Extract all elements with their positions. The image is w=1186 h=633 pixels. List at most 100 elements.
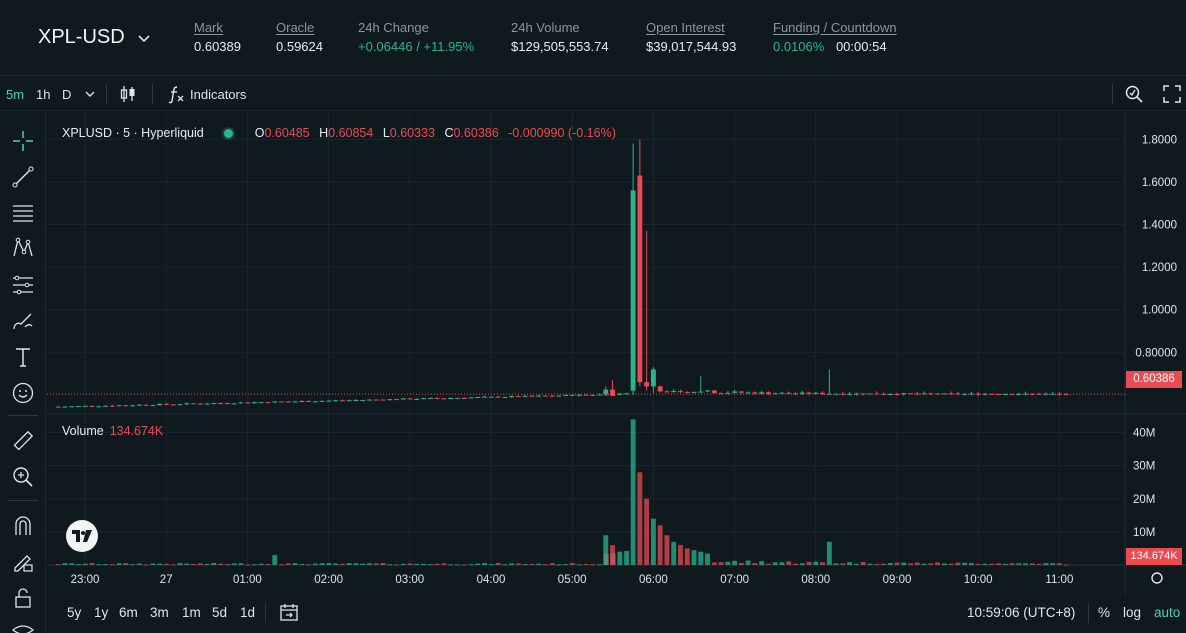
volume-bar — [69, 563, 75, 565]
indicators-button[interactable]: Indicators — [190, 87, 247, 102]
price-chart[interactable]: 23:00 27 01:00 02:00 03:00 04:00 05:00 06:00 07:… — [47, 112, 1186, 595]
time-tick-label: 01:00 — [233, 574, 262, 586]
candle-body — [853, 393, 859, 395]
candle-body — [238, 402, 244, 404]
eye-icon[interactable] — [11, 618, 35, 633]
time-tick-label: 09:00 — [883, 574, 912, 586]
time-tick-label: 11:00 — [1045, 574, 1073, 586]
auto-scale-button[interactable]: auto — [1154, 605, 1181, 620]
stat-value: 0.0106% 00:00:54 — [773, 39, 897, 54]
volume-bar — [252, 564, 257, 566]
tools-divider — [8, 415, 38, 416]
quick-search-icon[interactable] — [1124, 84, 1144, 104]
stat-label[interactable]: Oracle — [276, 20, 315, 35]
fib-retracement-icon[interactable] — [11, 273, 35, 297]
ruler-icon[interactable] — [11, 429, 35, 453]
volume-bar — [725, 561, 731, 565]
settings-icon[interactable] — [1151, 572, 1163, 584]
candle-body — [813, 392, 819, 394]
volume-bar — [218, 563, 224, 565]
volume-bar — [468, 564, 474, 566]
stat-label[interactable]: Funding / Countdown — [773, 20, 897, 35]
horizontal-lines-icon[interactable] — [11, 201, 35, 225]
volume-bar — [1043, 563, 1049, 565]
range-1d[interactable]: 1d — [240, 605, 256, 620]
market-selector[interactable]: XPL-USD — [38, 26, 151, 49]
range-5y[interactable]: 5y — [67, 605, 82, 620]
candle-body — [982, 393, 988, 395]
chevron-down-icon[interactable] — [84, 84, 96, 104]
candle-body — [488, 396, 494, 398]
volume-bar — [475, 563, 481, 565]
candle-body — [684, 391, 690, 393]
volume-bar — [630, 419, 636, 565]
candle-body — [1036, 393, 1042, 395]
trend-line-icon[interactable] — [11, 165, 35, 189]
range-3m[interactable]: 3m — [150, 605, 169, 620]
crosshair-icon[interactable] — [11, 129, 35, 153]
fullscreen-icon[interactable] — [1162, 84, 1182, 104]
candle-body — [536, 395, 542, 397]
candle-body — [136, 404, 142, 406]
candle-body — [996, 393, 1001, 395]
time-tick-label: 10:00 — [964, 574, 993, 586]
stat-label: 24h Volume — [511, 20, 580, 35]
chevron-down-icon — [138, 34, 150, 42]
candle-body — [786, 392, 792, 394]
log-scale-button[interactable]: log — [1123, 605, 1142, 620]
function-icon[interactable] — [166, 84, 186, 104]
stat-label[interactable]: Open Interest — [646, 20, 725, 35]
volume-bar — [333, 563, 339, 565]
pattern-icon[interactable] — [11, 236, 35, 260]
symbol-label[interactable]: XPLUSD · 5 · Hyperliquid — [62, 126, 204, 140]
calendar-goto-icon[interactable] — [279, 602, 299, 622]
range-6m[interactable]: 6m — [119, 605, 138, 620]
text-icon[interactable] — [11, 345, 35, 369]
bottom-toolbar: 5y 1y 6m 3m 1m 5d 1d 10:59:06 (UTC+8) % … — [47, 595, 1186, 633]
brush-icon[interactable] — [11, 309, 35, 333]
volume-legend: Volume 134.674K — [62, 424, 163, 438]
volume-bar — [529, 563, 535, 565]
time-tick-label: 03:00 — [395, 574, 424, 586]
toolbar-divider — [265, 603, 266, 623]
volume-bar — [380, 563, 386, 565]
clock-timezone[interactable]: 10:59:06 (UTC+8) — [967, 605, 1076, 620]
stat-label[interactable]: Mark — [194, 20, 223, 35]
drawing-toolbar — [0, 112, 46, 633]
timeframe-1h[interactable]: 1h — [36, 87, 51, 102]
volume-bar — [319, 563, 325, 565]
volume-bar — [955, 562, 961, 565]
high-value: 0.60854 — [328, 126, 374, 140]
volume-bar — [840, 563, 846, 565]
percent-scale-button[interactable]: % — [1098, 605, 1111, 620]
tradingview-logo[interactable] — [66, 520, 98, 552]
magnet-icon[interactable] — [11, 514, 35, 538]
range-1m[interactable]: 1m — [182, 605, 201, 620]
candle-body — [407, 398, 413, 400]
candlestick-type-icon[interactable] — [118, 84, 138, 104]
time-tick-label: 06:00 — [639, 574, 668, 586]
volume-bar — [826, 541, 832, 565]
zoom-in-icon[interactable] — [11, 465, 35, 489]
lock-pencil-icon[interactable] — [11, 550, 35, 574]
candle-body — [826, 393, 832, 395]
candle-body — [894, 394, 900, 396]
timeframe-d[interactable]: D — [62, 87, 72, 102]
range-5d[interactable]: 5d — [212, 605, 228, 620]
candle-body — [211, 403, 217, 405]
range-1y[interactable]: 1y — [94, 605, 109, 620]
timeframe-5m[interactable]: 5m — [6, 87, 25, 102]
candle-body — [306, 400, 312, 402]
volume-bar — [597, 564, 602, 566]
lock-icon[interactable] — [11, 586, 35, 610]
volume-bar — [644, 498, 650, 565]
volume-label[interactable]: Volume — [62, 424, 104, 438]
emoji-icon[interactable] — [11, 381, 35, 405]
market-header: XPL-USD Mark 0.60389 Oracle 0.59624 24h … — [0, 0, 1186, 76]
volume-bar — [441, 563, 447, 565]
candle-body — [82, 405, 88, 407]
candle-body — [610, 389, 615, 395]
price-tick-label: 1.8000 — [1142, 134, 1177, 146]
volume-bar — [231, 563, 237, 565]
